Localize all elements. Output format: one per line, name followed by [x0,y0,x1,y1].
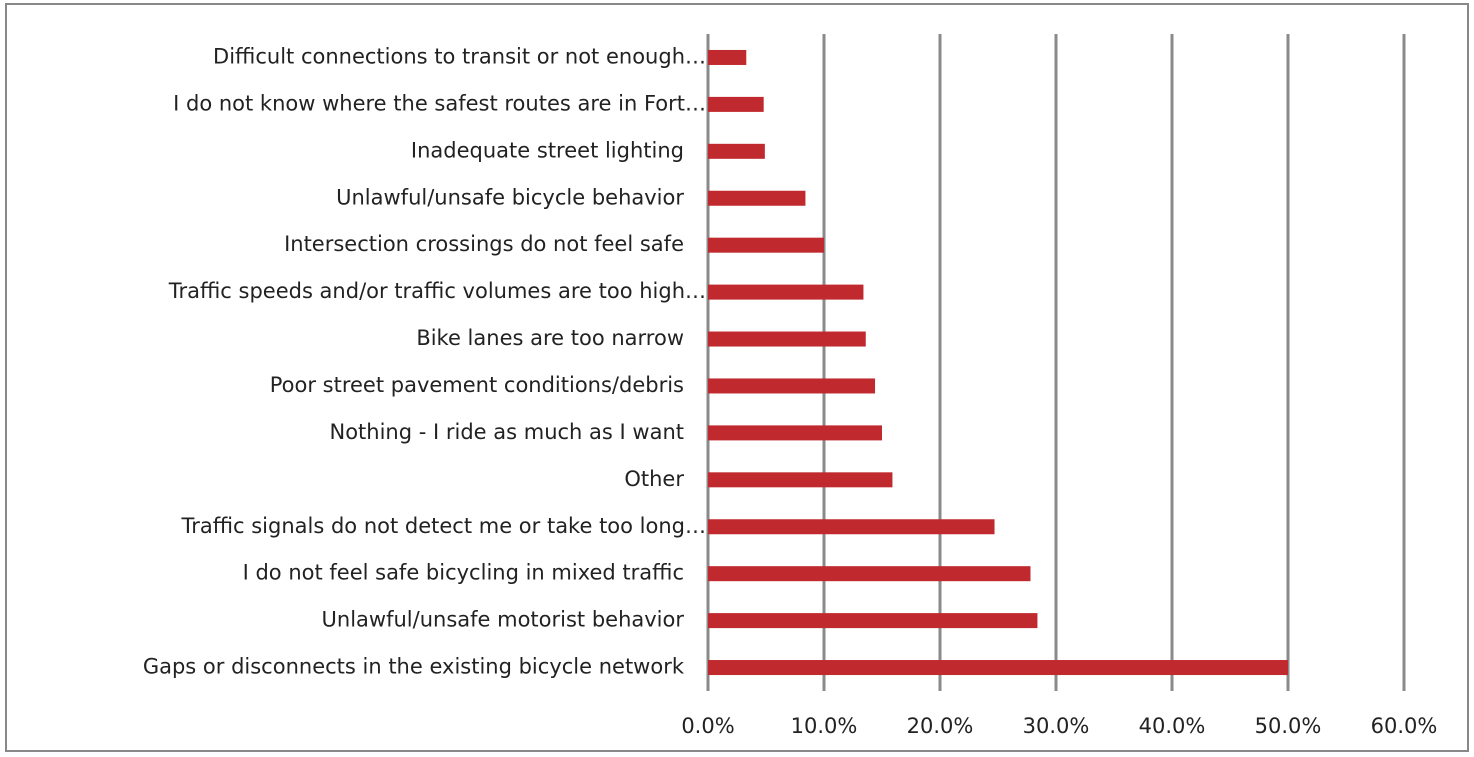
bar [708,237,824,253]
bar [708,425,882,441]
x-tick-label: 10.0% [791,714,858,738]
bar [708,49,747,65]
y-tick-label: Difficult connections to transit or not … [213,44,706,68]
x-tick-label: 60.0% [1371,714,1438,738]
y-tick-label: Other [624,467,684,491]
bar [708,613,1038,629]
x-tick-label: 40.0% [1139,714,1206,738]
y-tick-label: Traffic signals do not detect me or take… [180,514,706,538]
y-tick-label: Poor street pavement conditions/debris [270,373,684,397]
y-tick-label: Unlawful/unsafe bicycle behavior [336,185,684,209]
bar [708,96,764,112]
bar [708,284,864,300]
y-tick-label: Intersection crossings do not feel safe [284,232,684,256]
y-tick-label: Nothing - I ride as much as I want [330,420,685,444]
x-tick-label: 30.0% [1023,714,1090,738]
y-tick-label: Unlawful/unsafe motorist behavior [322,608,685,632]
bar [708,331,866,347]
bar [708,378,876,394]
y-tick-label: I do not feel safe bicycling in mixed tr… [243,561,684,585]
y-tick-label: I do not know where the safest routes ar… [173,91,706,115]
y-tick-label: Bike lanes are too narrow [416,326,684,350]
y-tick-label: Inadequate street lighting [411,138,684,162]
bar [708,566,1031,582]
bar [708,143,765,159]
bar [708,190,806,206]
chart-border [5,3,1469,752]
x-tick-label: 0.0% [681,714,734,738]
bar [708,519,995,535]
x-tick-label: 20.0% [907,714,974,738]
bar [708,472,893,488]
y-tick-label: Gaps or disconnects in the existing bicy… [143,655,685,679]
bar [708,660,1288,676]
y-tick-label: Traffic speeds and/or traffic volumes ar… [168,279,706,303]
x-tick-label: 50.0% [1255,714,1322,738]
